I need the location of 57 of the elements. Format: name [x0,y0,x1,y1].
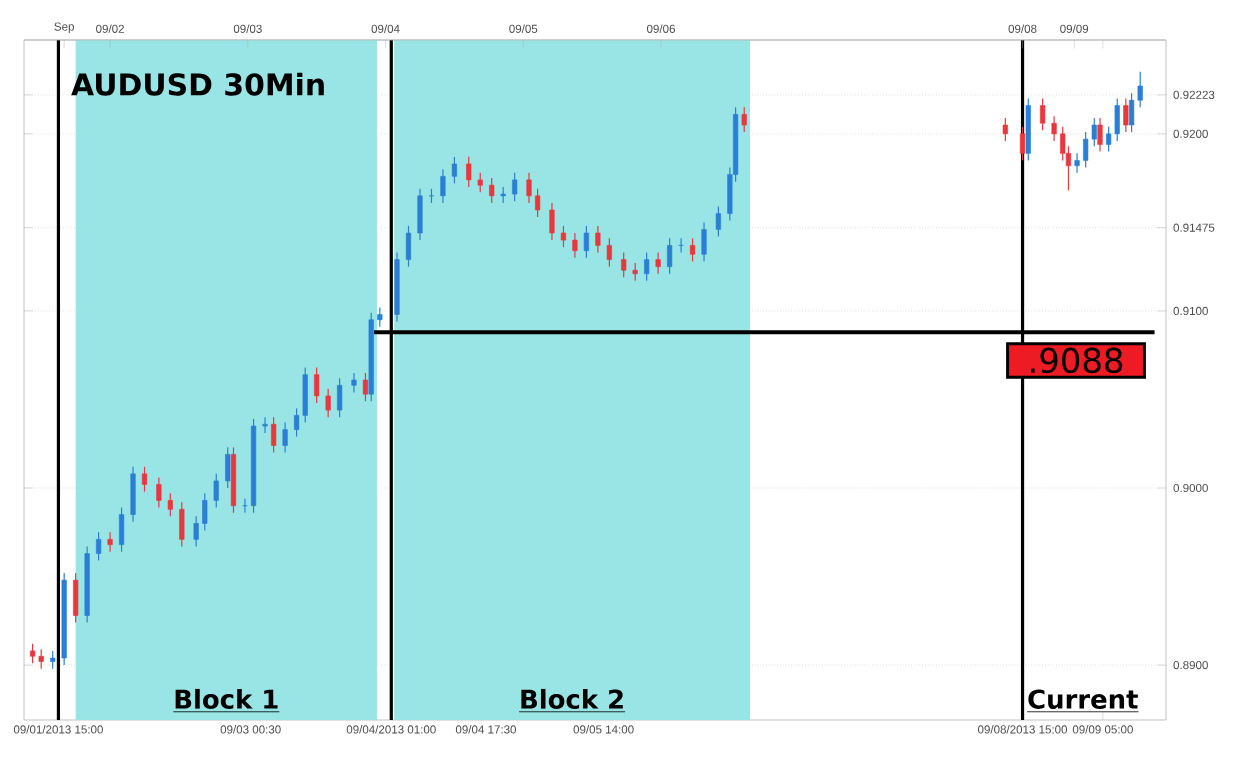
candlestick [606,237,612,268]
candlestick [130,466,136,523]
candlestick [1114,97,1120,142]
candlestick [715,205,721,238]
candlestick [667,237,673,275]
candlestick [107,531,113,553]
candlestick [167,492,173,517]
candlestick [1123,97,1129,133]
candlestick [314,367,320,404]
candlestick [156,476,162,509]
band-label: Block 1 [175,688,278,709]
candlestick [701,221,707,262]
ref-line-label: .9088 [1031,347,1123,374]
candlestick [96,531,102,562]
candlestick [621,251,627,278]
candlestick [741,106,747,133]
candlestick [644,251,650,282]
candlestick [262,416,268,434]
candlestick [325,388,331,418]
candlestick [225,446,231,489]
candlestick [595,225,601,254]
candlestick [489,177,495,204]
candlestick [560,225,567,248]
candlestick [1128,92,1135,133]
candlestick [1002,117,1008,142]
candlestick [302,367,308,424]
candlestick [73,572,79,624]
candlestick [689,237,696,262]
candlestick [451,156,457,185]
candlestick [118,506,125,553]
candlestick [549,202,555,241]
candlestick [466,156,472,188]
candlestick [572,232,578,259]
candlestick [141,466,148,493]
candlestick [440,168,446,204]
candlestick [655,251,661,275]
candlestick [1025,97,1031,162]
candlestick [282,421,288,454]
candlestick [30,643,36,664]
candlestick [362,372,369,402]
candlestick [337,377,343,418]
candlestick [583,225,589,259]
candlestick [1097,117,1103,153]
candlestick [38,648,44,670]
text: AUDUSD 30Min [71,72,324,96]
candlestick [271,416,277,454]
annotation: Current [1028,689,1138,709]
candlestick [512,172,518,202]
candlestick [1040,97,1046,131]
candlestick [351,372,357,393]
candlestick [179,501,185,548]
candlestick [477,172,483,193]
candlestick [405,225,412,268]
candlestick [213,473,219,509]
band-label: Block 2 [521,688,623,709]
candlestick [1019,126,1026,162]
candlestick [417,188,423,241]
